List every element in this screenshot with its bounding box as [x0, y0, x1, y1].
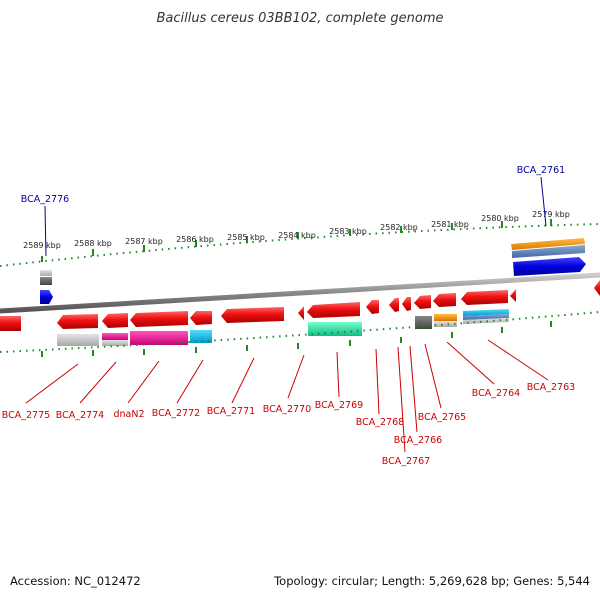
gene-arrow-BCA_2768[interactable] — [366, 300, 379, 314]
gene-labels-inner: BCA_2775 BCA_2774 dnaN2 BCA_2772 BCA_277… — [2, 382, 575, 467]
scale-label: 2581 kbp — [431, 220, 469, 229]
topology-summary: Topology: circular; Length: 5,269,628 bp… — [273, 574, 590, 588]
gene-label[interactable]: BCA_2769 — [315, 400, 363, 411]
gene-label[interactable]: BCA_2765 — [418, 412, 466, 423]
gene-feature[interactable] — [57, 334, 99, 346]
gene-feature[interactable] — [512, 245, 585, 258]
gene-feature[interactable] — [102, 333, 128, 340]
leader-lines-outer — [44, 176, 547, 257]
gene-feature[interactable] — [415, 316, 432, 329]
gene-label[interactable]: BCA_2761 — [517, 165, 565, 176]
gene-label[interactable]: BCA_2776 — [21, 194, 69, 205]
gene-arrow-BCA_2764[interactable] — [433, 293, 456, 307]
scale-label: 2582 kbp — [380, 223, 418, 232]
gene-label[interactable]: BCA_2767 — [382, 456, 430, 467]
gene-feature[interactable] — [308, 322, 362, 336]
gene-arrow-BCA_2766[interactable] — [402, 297, 411, 311]
gene-label[interactable]: dnaN2 — [113, 409, 144, 420]
gene-feature[interactable] — [102, 340, 128, 346]
gene-arrow-BCA_2772[interactable] — [130, 311, 188, 327]
gene-feature[interactable] — [190, 330, 212, 343]
gene-arrow[interactable] — [594, 280, 600, 296]
gene-arrow-BCA_2763[interactable] — [461, 290, 508, 305]
gene-arrow-BCA_2769[interactable] — [307, 302, 360, 318]
gene-label[interactable]: BCA_2774 — [56, 410, 104, 421]
gene-label[interactable]: BCA_2763 — [527, 382, 575, 393]
gene-label[interactable]: BCA_2764 — [472, 388, 520, 399]
scale-label: 2587 kbp — [125, 237, 163, 246]
accession-text: Accession: NC_012472 — [10, 574, 141, 588]
map-title: Bacillus cereus 03BB102, complete genome — [156, 11, 443, 26]
gene-feature[interactable] — [434, 314, 457, 321]
gene-arrow-BCA_2771[interactable] — [221, 307, 284, 323]
gene-feature[interactable] — [40, 277, 52, 285]
forward-strand-genes — [40, 238, 600, 304]
gene-label[interactable]: BCA_2766 — [394, 435, 442, 446]
outer-scale-ring — [0, 219, 600, 267]
scale-label: 2583 kbp — [329, 227, 367, 236]
scale-label: 2584 kbp — [278, 231, 316, 240]
scale-label: 2585 kbp — [227, 233, 265, 242]
reverse-strand-genes — [0, 289, 516, 331]
scale-label: 2579 kbp — [532, 210, 570, 219]
gene-label[interactable]: BCA_2768 — [356, 417, 404, 428]
gene-arrow-BCA_2775[interactable] — [0, 316, 21, 331]
gene-feature[interactable] — [511, 238, 585, 250]
gene-arrow-BCA_2767[interactable] — [389, 298, 399, 312]
gene-feature[interactable] — [40, 270, 52, 276]
gene-label[interactable]: BCA_2771 — [207, 406, 255, 417]
scale-label: 2589 kbp — [23, 241, 61, 250]
scale-label: 2586 kbp — [176, 235, 214, 244]
gene-label[interactable]: BCA_2775 — [2, 410, 50, 421]
gene-feature[interactable] — [130, 331, 188, 345]
gene-arrow[interactable] — [190, 311, 212, 325]
scale-labels: 2589 kbp 2588 kbp 2587 kbp 2586 kbp 2585… — [23, 210, 570, 250]
gene-label[interactable]: BCA_2770 — [263, 404, 311, 415]
gene-feature[interactable] — [434, 321, 457, 327]
gene-arrow-BCA_2770[interactable] — [298, 306, 304, 320]
gene-labels-outer: BCA_2776 BCA_2761 — [21, 165, 565, 205]
gene-feature[interactable] — [463, 309, 509, 316]
gene-label[interactable]: BCA_2772 — [152, 408, 200, 419]
reverse-strand-features — [57, 309, 509, 346]
gene-arrow-dnaN2[interactable] — [102, 313, 128, 328]
inner-scale-ring — [0, 311, 600, 357]
scale-label: 2580 kbp — [481, 214, 519, 223]
gene-arrow-BCA_2776[interactable] — [40, 290, 53, 304]
gene-arrow-BCA_2774[interactable] — [57, 314, 98, 329]
leader-lines — [25, 339, 549, 453]
gene-arrow[interactable] — [510, 289, 516, 302]
gene-arrow-BCA_2765[interactable] — [414, 295, 431, 309]
gene-arrow-BCA_2761[interactable] — [513, 257, 586, 276]
genome-backbone — [0, 272, 600, 314]
scale-label: 2588 kbp — [74, 239, 112, 248]
